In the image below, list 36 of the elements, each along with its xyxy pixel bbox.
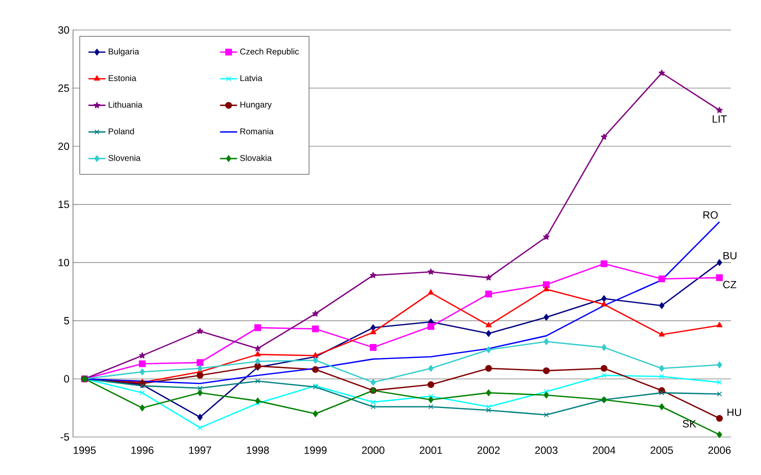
legend-label: Estonia <box>108 74 136 82</box>
y-tick-label: -5 <box>60 433 70 441</box>
x-tick-label: 1995 <box>74 446 96 454</box>
legend-label: Slovenia <box>108 154 141 161</box>
x-tick-label: 2004 <box>592 446 616 454</box>
annotation: RO <box>703 211 718 219</box>
y-tick-label: 15 <box>58 200 70 208</box>
y-tick-label: 0 <box>64 375 70 383</box>
x-tick-label: 1999 <box>304 446 327 454</box>
x-tick-label: 2001 <box>420 446 442 454</box>
legend-label: Hungary <box>240 102 272 110</box>
legend-label: Latvia <box>240 74 262 82</box>
annotation: HU <box>728 408 741 416</box>
x-tick-label: 2006 <box>708 446 731 454</box>
annotation: SK <box>682 420 696 428</box>
y-tick-label: 5 <box>64 317 70 324</box>
annotation: BU <box>724 252 736 260</box>
y-tick-label: 30 <box>58 26 70 34</box>
x-tick-label: 1998 <box>246 446 269 454</box>
y-tick-label: 25 <box>58 84 70 92</box>
annotation: LIT <box>712 115 727 123</box>
legend-label: Romania <box>240 128 274 134</box>
legend-label: Poland <box>108 128 134 134</box>
x-tick-label: 2000 <box>362 446 384 454</box>
annotation: CZ <box>723 280 736 288</box>
legend-label: Czech Republic <box>240 48 299 56</box>
x-tick-label: 2005 <box>650 446 673 454</box>
legend-label: Slovakia <box>240 154 272 161</box>
legend-label: Bulgaria <box>108 48 140 56</box>
x-tick-label: 2002 <box>477 446 500 454</box>
y-tick-label: 20 <box>58 142 70 150</box>
legend-label: Lithuania <box>108 102 142 108</box>
x-tick-label: 1997 <box>189 446 212 454</box>
y-tick-label: 10 <box>58 258 70 266</box>
x-tick-label: 1996 <box>131 446 154 454</box>
x-tick-label: 2003 <box>535 446 558 454</box>
